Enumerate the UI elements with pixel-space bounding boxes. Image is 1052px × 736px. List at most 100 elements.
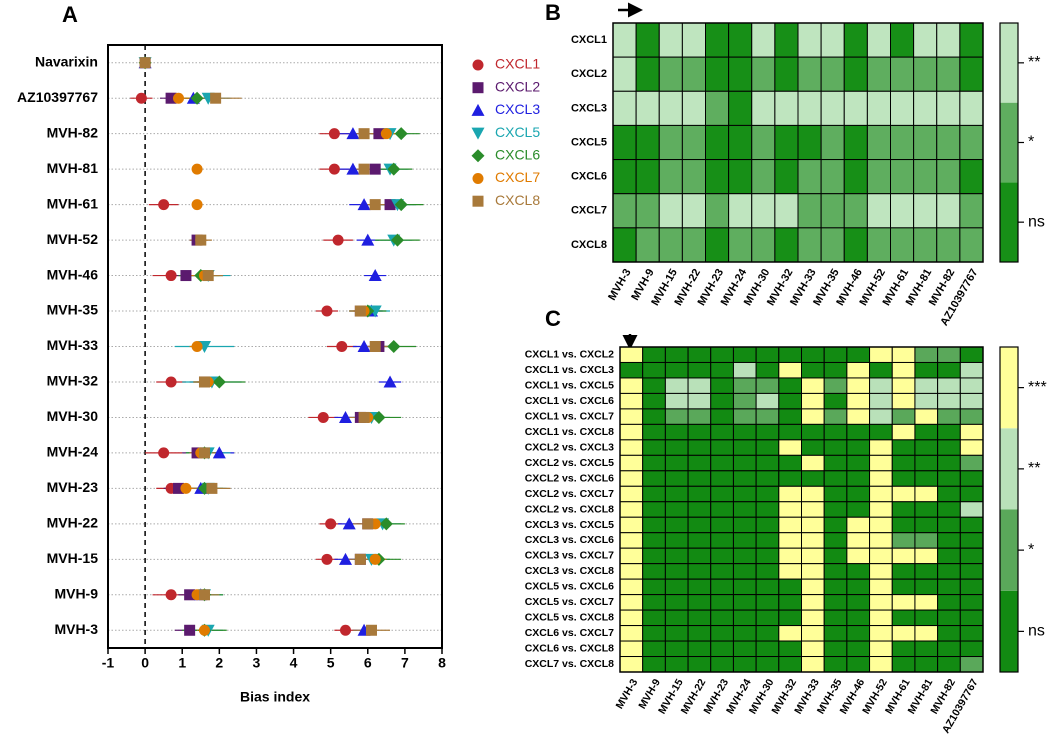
point xyxy=(165,589,177,601)
heat-cell xyxy=(619,516,644,534)
heat-cell xyxy=(619,392,644,410)
row-label: CXCL2 vs. CXCL5 xyxy=(525,457,614,469)
heat-cell xyxy=(891,516,916,534)
heat-cell xyxy=(642,423,666,441)
heat-cell xyxy=(705,227,730,263)
heat-cell xyxy=(642,578,666,596)
point xyxy=(135,92,147,104)
heat-cell xyxy=(687,625,712,642)
row-label: CXCL2 vs. CXCL6 xyxy=(525,472,614,484)
heat-cell xyxy=(778,377,802,394)
legend-marker xyxy=(471,103,485,116)
heat-cell xyxy=(823,532,848,549)
point xyxy=(361,233,375,246)
heat-cell xyxy=(755,392,780,410)
point xyxy=(198,624,210,636)
heat-cell xyxy=(959,532,984,549)
heat-cell xyxy=(823,625,848,642)
heat-cell xyxy=(751,22,776,58)
heat-cell xyxy=(823,361,848,379)
heat-cell xyxy=(664,501,689,518)
point xyxy=(394,127,408,141)
heat-cell xyxy=(710,439,734,456)
heat-cell xyxy=(866,193,891,229)
heat-cell xyxy=(846,656,871,673)
heat-cell xyxy=(664,578,689,596)
heat-cell xyxy=(890,159,915,195)
heat-cell xyxy=(891,470,916,487)
point xyxy=(390,233,404,247)
point xyxy=(165,376,177,388)
heat-cell xyxy=(913,159,938,195)
heat-cell xyxy=(619,346,644,363)
heat-cell xyxy=(914,408,939,425)
point xyxy=(387,340,401,353)
heat-cell xyxy=(914,609,939,627)
heat-cell xyxy=(914,625,939,642)
heat-cell xyxy=(619,501,644,518)
point xyxy=(369,163,381,175)
heat-cell xyxy=(801,609,825,627)
heat-cell xyxy=(619,547,644,565)
heat-cell xyxy=(619,640,644,658)
point xyxy=(202,270,214,282)
plot-frame xyxy=(107,44,443,649)
heat-cell xyxy=(642,532,666,549)
heat-cell xyxy=(732,656,757,673)
heat-cell xyxy=(869,625,893,642)
heat-cell xyxy=(710,485,734,503)
heat-cell xyxy=(891,361,916,379)
heat-cell xyxy=(778,501,802,518)
colorbar-frame xyxy=(999,346,1019,673)
heat-cell xyxy=(732,439,757,456)
heat-cell xyxy=(687,609,712,627)
heat-cell xyxy=(846,578,871,596)
heat-cell xyxy=(664,547,689,565)
heat-cell xyxy=(664,656,689,673)
row-label: CXCL6 xyxy=(571,171,607,183)
heat-cell xyxy=(658,22,683,58)
heat-cell xyxy=(751,90,776,126)
row-label: CXCL6 vs. CXCL8 xyxy=(525,643,614,655)
y-tick-label: MVH-32 xyxy=(47,373,99,389)
heat-cell xyxy=(913,56,938,92)
heat-cell xyxy=(869,656,893,673)
heat-cell xyxy=(728,124,753,161)
heat-cell xyxy=(869,485,893,503)
heat-cell xyxy=(801,532,825,549)
heat-cell xyxy=(732,563,757,580)
heat-cell xyxy=(642,454,666,472)
point xyxy=(336,341,348,352)
heat-cell xyxy=(664,563,689,580)
heat-cell xyxy=(664,609,689,627)
heat-cell xyxy=(959,22,984,58)
heat-cell xyxy=(846,470,871,487)
heat-cell xyxy=(732,423,757,441)
heat-cell xyxy=(891,532,916,549)
y-tick-label: MVH-23 xyxy=(47,479,99,495)
heat-cell xyxy=(869,346,893,363)
heat-cell xyxy=(778,392,802,410)
y-tick-label: MVH-3 xyxy=(54,621,98,637)
heat-cell xyxy=(869,439,893,456)
heat-cell xyxy=(959,470,984,487)
point xyxy=(373,128,385,140)
point xyxy=(328,163,340,175)
heat-cell xyxy=(642,594,666,611)
heat-cell xyxy=(658,159,683,195)
colorbar-label: ns xyxy=(1028,623,1045,640)
heat-cell xyxy=(664,594,689,611)
x-tick-label: 8 xyxy=(438,655,446,671)
heat-cell xyxy=(778,454,802,472)
legend-marker xyxy=(472,173,484,184)
heat-cell xyxy=(959,408,984,425)
heat-cell xyxy=(936,56,961,92)
heat-cell xyxy=(612,227,637,263)
heat-cell xyxy=(914,346,939,363)
heat-cell xyxy=(869,609,893,627)
colorbar-label: ns xyxy=(1028,213,1045,230)
heat-cell xyxy=(846,346,871,363)
heat-cell xyxy=(936,90,961,126)
point xyxy=(191,341,203,352)
heat-cell xyxy=(755,470,780,487)
